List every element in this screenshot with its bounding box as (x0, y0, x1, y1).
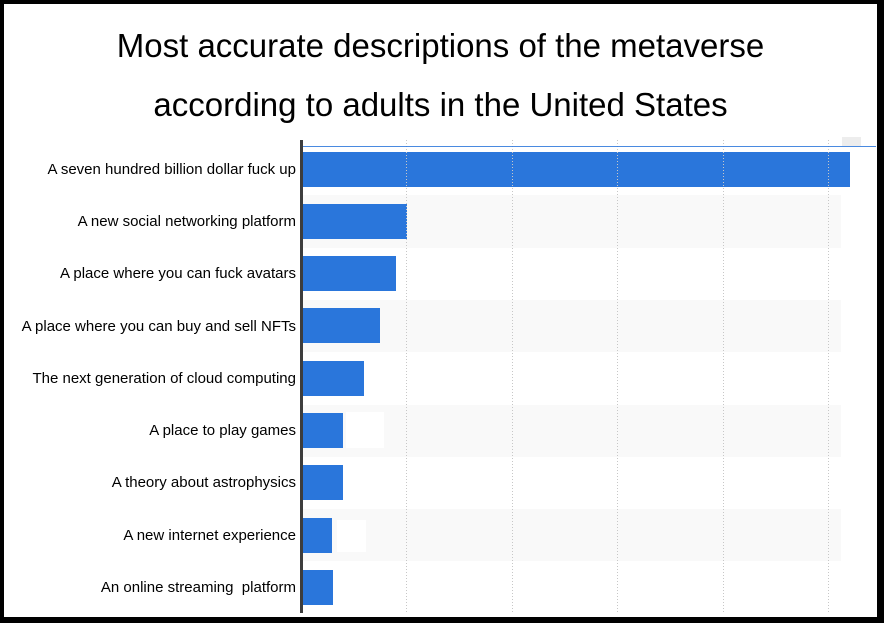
bar-3 (303, 256, 396, 292)
gridline (511, 140, 513, 613)
y-axis-line (300, 140, 303, 613)
bar-2 (303, 203, 407, 239)
category-label: A new social networking platform (77, 212, 296, 230)
row-band (301, 509, 841, 562)
category-label: An online streaming platform (100, 579, 296, 597)
bar-9 (303, 569, 333, 605)
gray-artifact-box (842, 137, 861, 146)
gridline (617, 140, 618, 613)
bar-5 (303, 360, 365, 396)
chart-title: Most accurate descriptions of the metave… (4, 16, 877, 134)
row-band (301, 299, 841, 353)
bar-8 (303, 517, 332, 553)
row-band (301, 404, 841, 457)
category-label: A theory about astrophysics (111, 474, 296, 492)
chart-title-line1: Most accurate descriptions of the metave… (116, 27, 765, 64)
plot-area (301, 140, 850, 613)
erased-label-patch (346, 412, 384, 448)
gridline (722, 140, 724, 613)
category-label: A place where you can fuck avatars (60, 265, 296, 283)
category-label: A new internet experience (123, 526, 296, 544)
category-label: A place to play games (149, 422, 296, 440)
gridline (828, 140, 829, 613)
category-label: A place where you can buy and sell NFTs (21, 317, 296, 335)
chart-title-line2: according to adults in the United States (153, 86, 728, 123)
bar-6 (303, 413, 344, 448)
erased-label-patch (337, 520, 366, 552)
bar-7 (303, 465, 344, 501)
category-label: The next generation of cloud computing (32, 369, 296, 387)
smear-artifact-line (303, 146, 876, 147)
bar-4 (303, 308, 381, 344)
category-label: A seven hundred billion dollar fuck up (47, 160, 297, 178)
bar-1 (303, 151, 850, 187)
gridline (406, 140, 407, 613)
